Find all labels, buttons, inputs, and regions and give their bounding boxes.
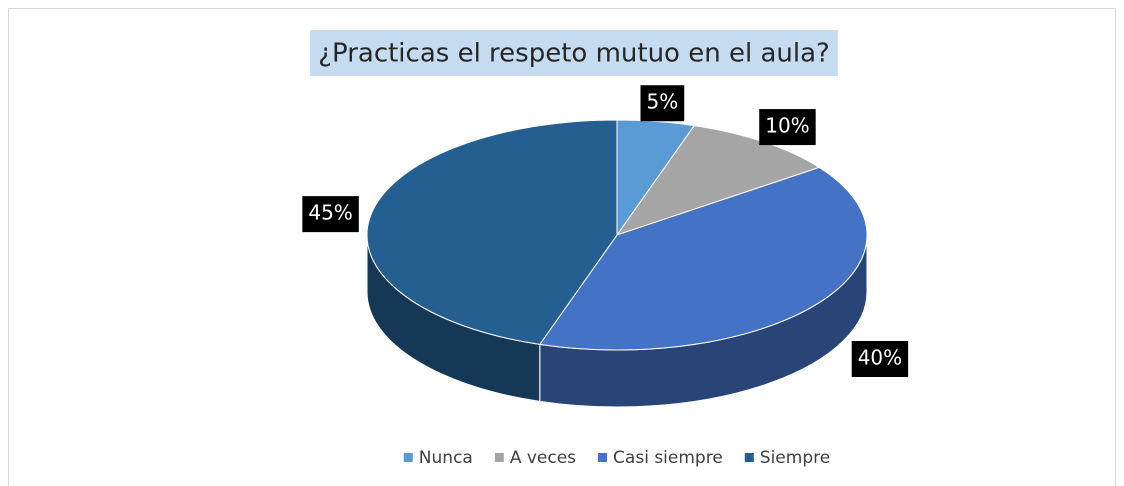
- data-label-box: [759, 109, 816, 146]
- legend-swatch: [494, 453, 504, 462]
- title-background: [310, 30, 838, 76]
- data-label-box: [302, 196, 359, 233]
- legend-label: Casi siempre: [613, 448, 723, 468]
- data-label: 40%: [851, 341, 909, 378]
- legend-label: Siempre: [760, 448, 830, 468]
- legend-label: A veces: [510, 448, 576, 468]
- data-label-text: 45%: [308, 201, 352, 225]
- legend-swatch: [403, 453, 413, 462]
- slice: [366, 119, 618, 345]
- data-label: 5%: [640, 85, 685, 122]
- data-label: 45%: [302, 196, 359, 233]
- chart-title: ¿Practicas el respeto mutuo en el aula?: [318, 39, 830, 69]
- data-label: 10%: [759, 109, 816, 146]
- data-label-text: 10%: [765, 114, 809, 138]
- legend-swatch: [598, 453, 608, 462]
- data-label-box: [851, 341, 909, 378]
- legend-swatch: [744, 453, 754, 462]
- legend-label: Nunca: [419, 448, 473, 468]
- slice: [538, 166, 868, 351]
- data-label-text: 5%: [646, 90, 678, 114]
- data-label-text: 40%: [858, 346, 902, 370]
- legend: Nunca A veces Casi siempre Siempre: [403, 448, 830, 468]
- data-label-box: [640, 85, 685, 122]
